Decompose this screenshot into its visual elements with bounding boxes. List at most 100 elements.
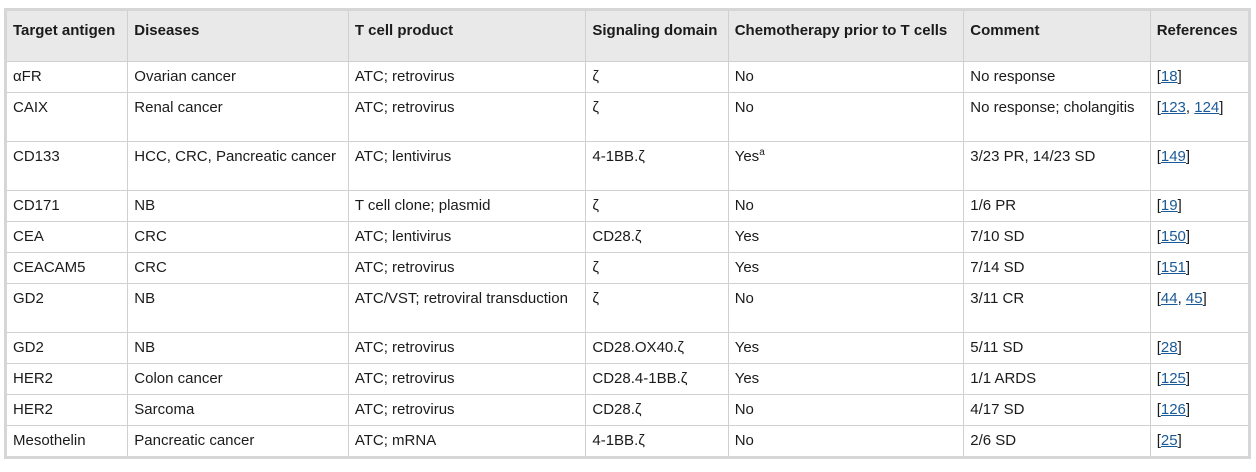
bracket-close: ] <box>1202 290 1207 307</box>
reference-link[interactable]: 149 <box>1160 148 1186 165</box>
cell-target-antigen: αFR <box>4 61 129 93</box>
cell-t-cell-product: ATC; retrovirus <box>347 394 587 426</box>
reference-link[interactable]: 150 <box>1160 228 1186 245</box>
cell-chemotherapy: No <box>727 92 965 142</box>
cell-chemotherapy: No <box>727 425 965 458</box>
cell-diseases-text: NB <box>134 290 156 307</box>
table-row: Mesothelin Pancreatic cancer ATC; mRNA 4-1B… <box>4 425 1251 458</box>
cell-diseases: CRC <box>127 252 349 284</box>
table-container: Target antigen Diseases T cell product S… <box>4 8 1251 459</box>
cell-signaling-domain-text: ζ <box>592 290 599 307</box>
reference-link[interactable]: 19 <box>1160 197 1178 214</box>
reference-link[interactable]: 45 <box>1185 290 1203 307</box>
cell-comment-text: 3/11 CR <box>970 290 1025 307</box>
bracket-open: [ <box>1156 228 1161 245</box>
cell-chemotherapy: No <box>727 190 965 222</box>
cell-references: [125] <box>1149 363 1251 395</box>
cell-comment: 7/10 SD <box>963 221 1151 253</box>
cell-comment-text: 5/11 SD <box>970 339 1024 356</box>
cell-comment: 3/23 PR, 14/23 SD <box>963 141 1151 191</box>
table-row: CEA CRC ATC; lentivirus CD28.ζ Yes 7/10 SD [15… <box>4 221 1251 253</box>
cell-signaling-domain-text: ζ <box>592 99 599 116</box>
table-row: HER2 Sarcoma ATC; retrovirus CD28.ζ No 4/17 S… <box>4 394 1251 426</box>
cell-signaling-domain: 4-1BB.ζ <box>585 141 729 191</box>
ref-separator: , <box>1185 99 1195 116</box>
cell-target-antigen-text: HER2 <box>13 401 54 418</box>
cell-comment: No response <box>963 61 1151 93</box>
cell-signaling-domain: ζ <box>585 283 729 333</box>
cell-references: [149] <box>1149 141 1251 191</box>
cell-signaling-domain: CD28.ζ <box>585 394 729 426</box>
cell-diseases-text: Colon cancer <box>134 370 223 387</box>
reference-link[interactable]: 44 <box>1160 290 1178 307</box>
reference-link[interactable]: 151 <box>1160 259 1186 276</box>
table-row: CD171 NB T cell clone; plasmid ζ No 1/6 PR [19… <box>4 190 1251 222</box>
table-row: CEACAM5 CRC ATC; retrovirus ζ Yes 7/14 SD [151… <box>4 252 1251 284</box>
reference-link[interactable]: 28 <box>1160 339 1178 356</box>
reference-link[interactable]: 25 <box>1160 432 1178 449</box>
cell-chemotherapy-text: No <box>734 197 754 214</box>
reference-link[interactable]: 123 <box>1160 99 1186 116</box>
table-row: αFR Ovarian cancer ATC; retrovirus ζ No No re… <box>4 61 1251 93</box>
cell-target-antigen-text: Mesothelin <box>13 432 86 449</box>
cell-t-cell-product-text: ATC/VST; retroviral transduction <box>354 290 568 307</box>
cell-chemotherapy: No <box>727 394 965 426</box>
bracket-close: ] <box>1177 339 1182 356</box>
cell-t-cell-product-text: ATC; retrovirus <box>354 339 455 356</box>
bracket-open: [ <box>1156 99 1161 116</box>
cell-t-cell-product-text: ATC; retrovirus <box>354 259 455 276</box>
reference-link[interactable]: 126 <box>1160 401 1186 418</box>
cell-target-antigen: GD2 <box>4 283 129 333</box>
cell-target-antigen: CEACAM5 <box>4 252 129 284</box>
cell-t-cell-product: T cell clone; plasmid <box>347 190 587 222</box>
header-signaling-domain: Signaling domain <box>585 9 729 62</box>
cell-comment-text: 7/10 SD <box>970 228 1025 245</box>
reference-link[interactable]: 125 <box>1160 370 1186 387</box>
cell-target-antigen-text: CEA <box>13 228 44 245</box>
cell-chemotherapy: Yes <box>727 332 965 364</box>
cell-diseases: HCC, CRC, Pancreatic cancer <box>127 141 349 191</box>
cell-references: [19] <box>1149 190 1251 222</box>
cell-signaling-domain: ζ <box>585 190 729 222</box>
bracket-open: [ <box>1156 370 1161 387</box>
cell-chemotherapy-text: Yes <box>734 259 760 276</box>
cell-t-cell-product: ATC; lentivirus <box>347 221 587 253</box>
cell-chemotherapy: No <box>727 61 965 93</box>
cell-t-cell-product: ATC/VST; retroviral transduction <box>347 283 587 333</box>
cell-comment: No response; cholangitis <box>963 92 1151 142</box>
table-row: CD133 HCC, CRC, Pancreatic cancer ATC; len… <box>4 141 1251 191</box>
header-row: Target antigen Diseases T cell product S… <box>4 9 1251 62</box>
header-comment: Comment <box>963 9 1151 62</box>
cell-references: [25] <box>1149 425 1251 458</box>
cell-t-cell-product-text: ATC; lentivirus <box>354 228 452 245</box>
cell-signaling-domain: CD28.OX40.ζ <box>585 332 729 364</box>
cell-references: [123, 124] <box>1149 92 1251 142</box>
cell-chemotherapy-text: No <box>734 68 754 85</box>
cell-comment-text: 7/14 SD <box>970 259 1025 276</box>
cell-t-cell-product-text: ATC; mRNA <box>354 432 437 449</box>
cell-references: [150] <box>1149 221 1251 253</box>
reference-link[interactable]: 124 <box>1194 99 1220 116</box>
cell-diseases: NB <box>127 190 349 222</box>
cell-signaling-domain-text: CD28.ζ <box>592 228 642 245</box>
bracket-close: ] <box>1177 68 1182 85</box>
reference-link[interactable]: 18 <box>1160 68 1178 85</box>
cell-chemotherapy: No <box>727 283 965 333</box>
cell-signaling-domain: ζ <box>585 61 729 93</box>
cell-chemotherapy: Yes <box>727 221 965 253</box>
cell-signaling-domain-text: CD28.4-1BB.ζ <box>592 370 688 387</box>
cell-target-antigen: GD2 <box>4 332 129 364</box>
cell-comment: 4/17 SD <box>963 394 1151 426</box>
cell-target-antigen: HER2 <box>4 363 129 395</box>
cell-chemotherapy: Yes <box>727 252 965 284</box>
cell-diseases-text: CRC <box>134 228 167 245</box>
bracket-open: [ <box>1156 339 1161 356</box>
cell-signaling-domain-text: CD28.ζ <box>592 401 642 418</box>
cell-diseases: Ovarian cancer <box>127 61 349 93</box>
bracket-open: [ <box>1156 401 1161 418</box>
cell-chemotherapy: Yesa <box>727 141 965 191</box>
cell-chemotherapy-text: No <box>734 290 754 307</box>
cell-t-cell-product-text: ATC; retrovirus <box>354 68 455 85</box>
bracket-close: ] <box>1185 401 1191 418</box>
header-chemotherapy: Chemotherapy prior to T cells <box>727 9 965 62</box>
